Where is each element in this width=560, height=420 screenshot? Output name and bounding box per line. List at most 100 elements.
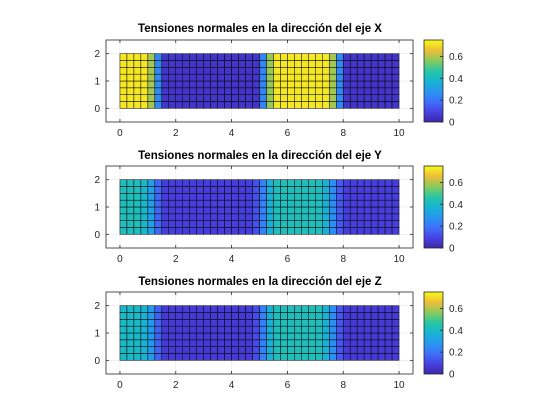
heatmap-cell [370, 73, 379, 82]
heatmap-cell [356, 325, 365, 334]
heatmap-cell [196, 319, 204, 327]
heatmap-cell [391, 305, 400, 313]
heatmap-cell [140, 319, 149, 327]
heatmap-cell [224, 305, 232, 313]
heatmap-cell [119, 186, 128, 194]
heatmap-cell [336, 332, 344, 341]
heatmap-cell [231, 353, 239, 361]
heatmap-cell [140, 101, 149, 109]
heatmap-cell [384, 312, 393, 320]
heatmap-cell [377, 199, 386, 208]
colorbar-tick-label: 0.4 [449, 326, 463, 337]
heatmap-cell [196, 101, 204, 109]
heatmap-cell [126, 101, 135, 109]
heatmap-cell [210, 312, 218, 320]
heatmap-cell [147, 213, 156, 221]
heatmap-cell [391, 80, 400, 89]
heatmap-cell [287, 199, 295, 208]
heatmap-cell [175, 101, 183, 109]
heatmap-cell [377, 193, 386, 201]
heatmap-cell [224, 199, 232, 208]
heatmap-cell [224, 346, 232, 354]
heatmap-cell [161, 193, 170, 201]
heatmap-cell [189, 186, 197, 194]
heatmap-cell [280, 332, 288, 341]
heatmap-cell [133, 193, 142, 201]
heatmap-cell [315, 220, 323, 228]
chart-title: Tensiones normales en la dirección del e… [138, 276, 381, 288]
heatmap-cell [363, 193, 372, 201]
heatmap-cell [273, 80, 281, 89]
heatmap-cell [168, 346, 177, 354]
heatmap-cell [189, 94, 197, 102]
heatmap-cell [349, 87, 358, 95]
heatmap-cell [189, 346, 197, 354]
heatmap-cell [133, 179, 142, 187]
heatmap-cell [384, 94, 393, 102]
heatmap-cell [363, 186, 372, 194]
heatmap-cell [119, 87, 128, 95]
heatmap-cell [133, 94, 142, 102]
heatmap-cell [126, 53, 135, 61]
heatmap-cell [370, 60, 379, 68]
heatmap-cell [161, 332, 170, 341]
heatmap-cell [342, 325, 351, 334]
heatmap-cell [308, 80, 316, 89]
heatmap-cell [391, 319, 400, 327]
y-tick-label: 2 [94, 301, 100, 312]
heatmap-cell [294, 179, 302, 187]
heatmap-cell [175, 312, 183, 320]
heatmap-cell [154, 94, 163, 102]
heatmap-cell [259, 220, 267, 228]
heatmap-cell [329, 213, 337, 221]
heatmap-cell [301, 227, 309, 235]
heatmap-cell [168, 305, 177, 313]
heatmap-cell [140, 206, 149, 215]
heatmap-cell [154, 199, 163, 208]
heatmap-cell [356, 87, 365, 95]
heatmap-cell [301, 87, 309, 95]
heatmap-cell [126, 73, 135, 82]
y-tick-label: 0 [94, 104, 100, 115]
heatmap-cell [370, 199, 379, 208]
heatmap-cell [203, 312, 211, 320]
heatmap-cell [259, 353, 267, 361]
heatmap-cell [238, 179, 246, 187]
heatmap-cell [280, 353, 288, 361]
heatmap-cell [238, 87, 246, 95]
heatmap-cell [273, 60, 281, 68]
heatmap-cell [217, 346, 225, 354]
heatmap-cell [287, 67, 295, 75]
heatmap-cell [280, 80, 288, 89]
heatmap-cell [259, 312, 267, 320]
heatmap-cell [301, 80, 309, 89]
heatmap-cell [252, 325, 260, 334]
heatmap-cell [342, 339, 351, 347]
heatmap-cell [182, 339, 190, 347]
heatmap-cell [259, 87, 267, 95]
heatmap-cell [329, 94, 337, 102]
heatmap-cell [245, 73, 253, 82]
heatmap-cell [147, 346, 156, 354]
heatmap-cell [363, 346, 372, 354]
heatmap-cell [168, 94, 177, 102]
heatmap-cell [245, 332, 253, 341]
heatmap-cell [363, 206, 372, 215]
heatmap-cell [133, 67, 142, 75]
heatmap-cell [231, 332, 239, 341]
heatmap-cell [363, 80, 372, 89]
heatmap-cell [329, 332, 337, 341]
heatmap-cell [210, 179, 218, 187]
subplot-x: Tensiones normales en la dirección del e… [94, 23, 463, 139]
heatmap-cell [140, 67, 149, 75]
heatmap-cell [273, 353, 281, 361]
heatmap-cell [168, 312, 177, 320]
heatmap-cell [363, 60, 372, 68]
heatmap-cell [266, 67, 274, 75]
heatmap-cell [238, 353, 246, 361]
heatmap-cell [329, 186, 337, 194]
heatmap-cell [119, 67, 128, 75]
heatmap-cell [363, 220, 372, 228]
heatmap-cell [140, 220, 149, 228]
heatmap-cell [287, 206, 295, 215]
